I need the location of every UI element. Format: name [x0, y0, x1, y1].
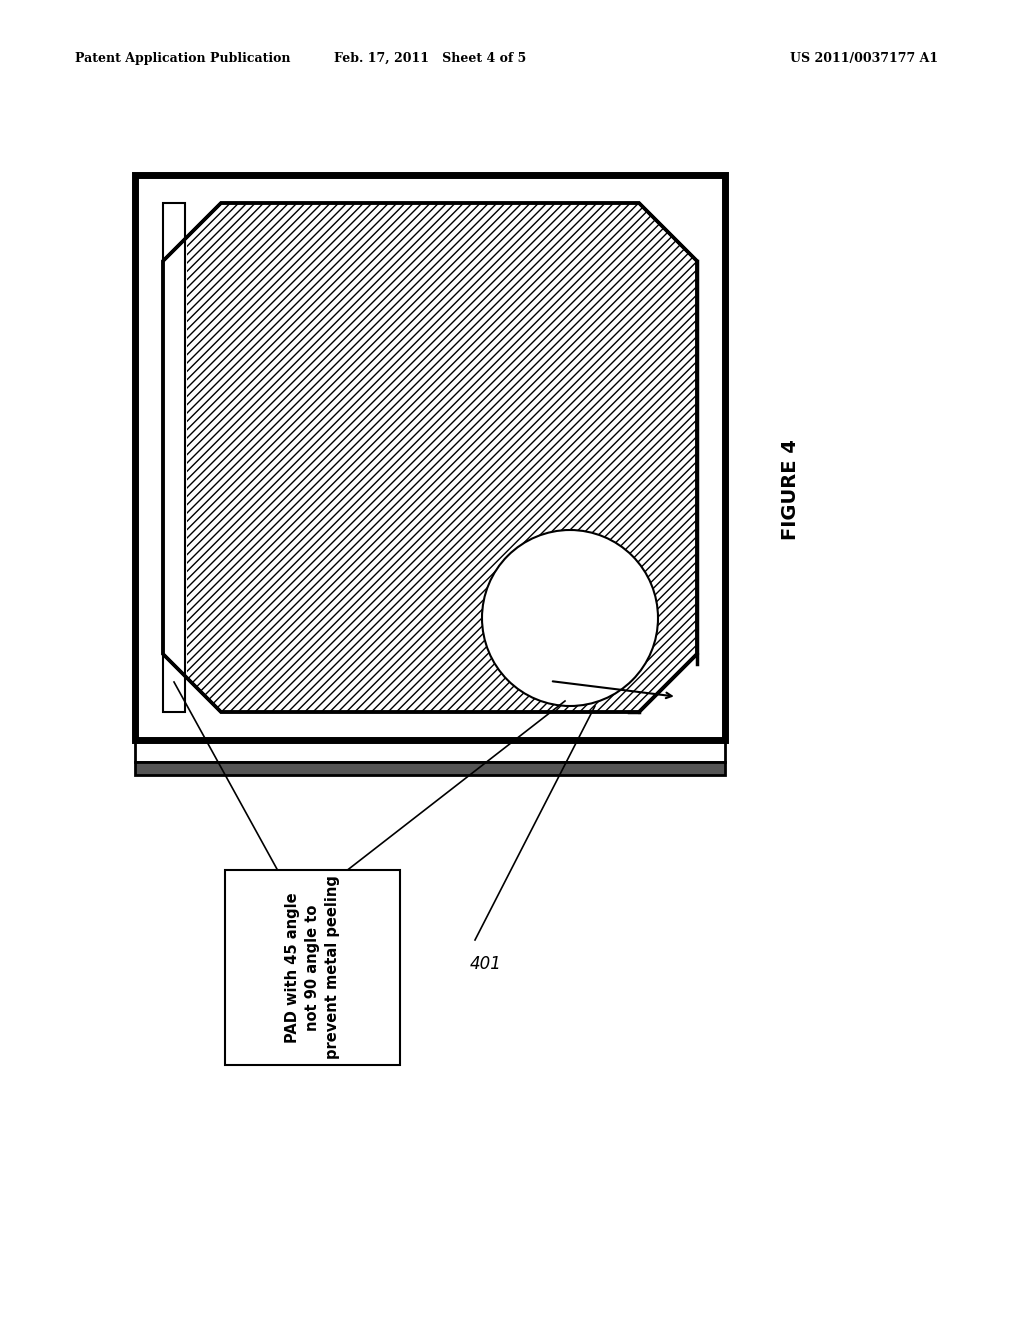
Polygon shape: [163, 203, 697, 711]
Text: PAD with 45 angle
not 90 angle to
prevent metal peeling: PAD with 45 angle not 90 angle to preven…: [286, 875, 340, 1060]
Text: 401: 401: [470, 954, 502, 973]
Text: US 2011/0037177 A1: US 2011/0037177 A1: [790, 51, 938, 65]
Text: FIGURE 4: FIGURE 4: [780, 440, 800, 540]
Text: Patent Application Publication: Patent Application Publication: [75, 51, 291, 65]
Circle shape: [482, 531, 658, 706]
Text: Feb. 17, 2011   Sheet 4 of 5: Feb. 17, 2011 Sheet 4 of 5: [334, 51, 526, 65]
Bar: [163, 203, 185, 711]
Bar: [161, 203, 187, 711]
Bar: [135, 176, 725, 741]
Polygon shape: [163, 203, 697, 711]
Bar: [135, 176, 725, 741]
Bar: [135, 762, 725, 775]
Bar: [135, 741, 725, 762]
Bar: [225, 870, 400, 1065]
